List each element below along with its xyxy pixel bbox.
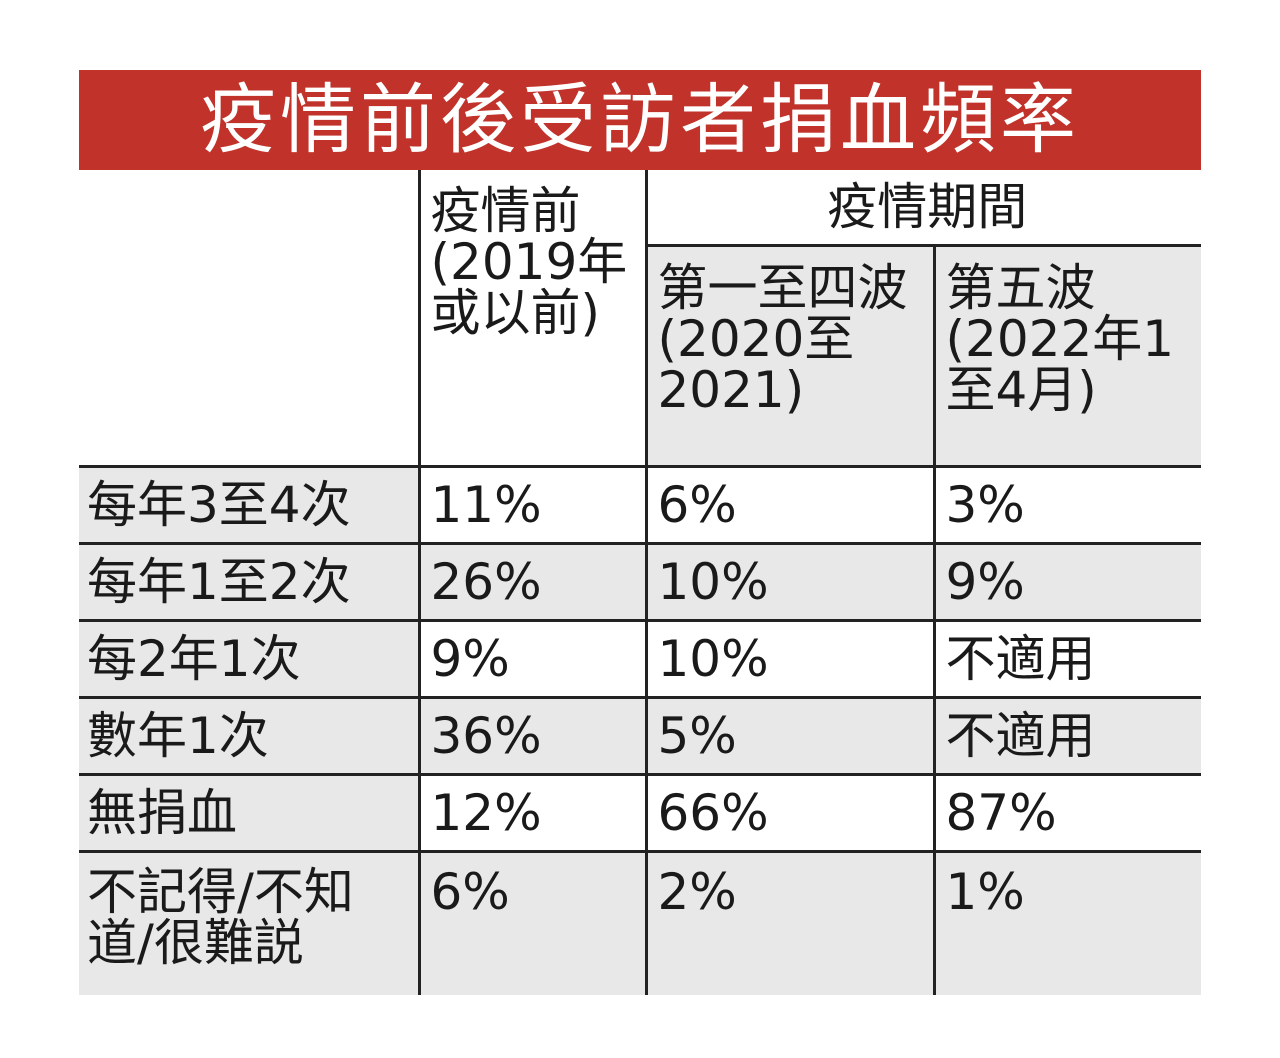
cell-pre: 12% xyxy=(417,774,646,853)
cell-pre: 26% xyxy=(417,543,646,622)
cell-wave-1-4: 10% xyxy=(644,543,934,622)
cell-wave-1-4: 10% xyxy=(644,620,934,699)
header-row-1: 疫情前(2019年或以前) 疫情期間 xyxy=(79,170,1201,468)
cell-wave-5: 87% xyxy=(932,774,1201,853)
cell-wave-5: 1% xyxy=(932,851,1201,995)
header-pre-pandemic: 疫情前(2019年或以前) xyxy=(417,170,646,468)
title-text: 疫情前後受訪者捐血頻率 xyxy=(200,75,1080,164)
cell-pre: 9% xyxy=(417,620,646,699)
table-row: 每年1至2次 26% 10% 9% xyxy=(79,543,1201,622)
table-row: 每2年1次 9% 10% 不適用 xyxy=(79,620,1201,699)
donation-frequency-table: 疫情前(2019年或以前) 疫情期間 第一至四波(2020至2021) 第五波(… xyxy=(79,170,1201,995)
table-row: 無捐血 12% 66% 87% xyxy=(79,774,1201,853)
row-label: 每年1至2次 xyxy=(79,543,419,622)
table-row: 數年1次 36% 5% 不適用 xyxy=(79,697,1201,776)
cell-pre: 36% xyxy=(417,697,646,776)
table-row: 每年3至4次 11% 6% 3% xyxy=(79,466,1201,545)
table-row: 不記得/不知道/很難説 6% 2% 1% xyxy=(79,851,1201,995)
cell-wave-5: 不適用 xyxy=(932,620,1201,699)
row-label: 不記得/不知道/很難説 xyxy=(79,851,419,995)
row-label: 每年3至4次 xyxy=(79,466,419,545)
row-label: 每2年1次 xyxy=(79,620,419,699)
row-label: 數年1次 xyxy=(79,697,419,776)
blood-donation-table-figure: 疫情前後受訪者捐血頻率 疫情前(2019年或以前) 疫情期間 第一至四波(202… xyxy=(79,70,1201,995)
header-row-2: 第一至四波(2020至2021) 第五波(2022年1至4月) xyxy=(79,245,1201,468)
row-label: 無捐血 xyxy=(79,774,419,853)
cell-wave-1-4: 6% xyxy=(644,466,934,545)
cell-pre: 6% xyxy=(417,851,646,995)
cell-wave-5: 3% xyxy=(932,466,1201,545)
cell-wave-1-4: 2% xyxy=(644,851,934,995)
cell-wave-1-4: 5% xyxy=(644,697,934,776)
header-wave-1-4: 第一至四波(2020至2021) xyxy=(644,245,934,468)
cell-wave-1-4: 66% xyxy=(644,774,934,853)
cell-wave-5: 9% xyxy=(932,543,1201,622)
header-empty-cell xyxy=(79,170,419,468)
cell-wave-5: 不適用 xyxy=(932,697,1201,776)
header-during-pandemic: 疫情期間 xyxy=(644,170,1201,247)
header-wave-5: 第五波(2022年1至4月) xyxy=(932,245,1201,468)
cell-pre: 11% xyxy=(417,466,646,545)
table-title: 疫情前後受訪者捐血頻率 xyxy=(79,70,1201,170)
